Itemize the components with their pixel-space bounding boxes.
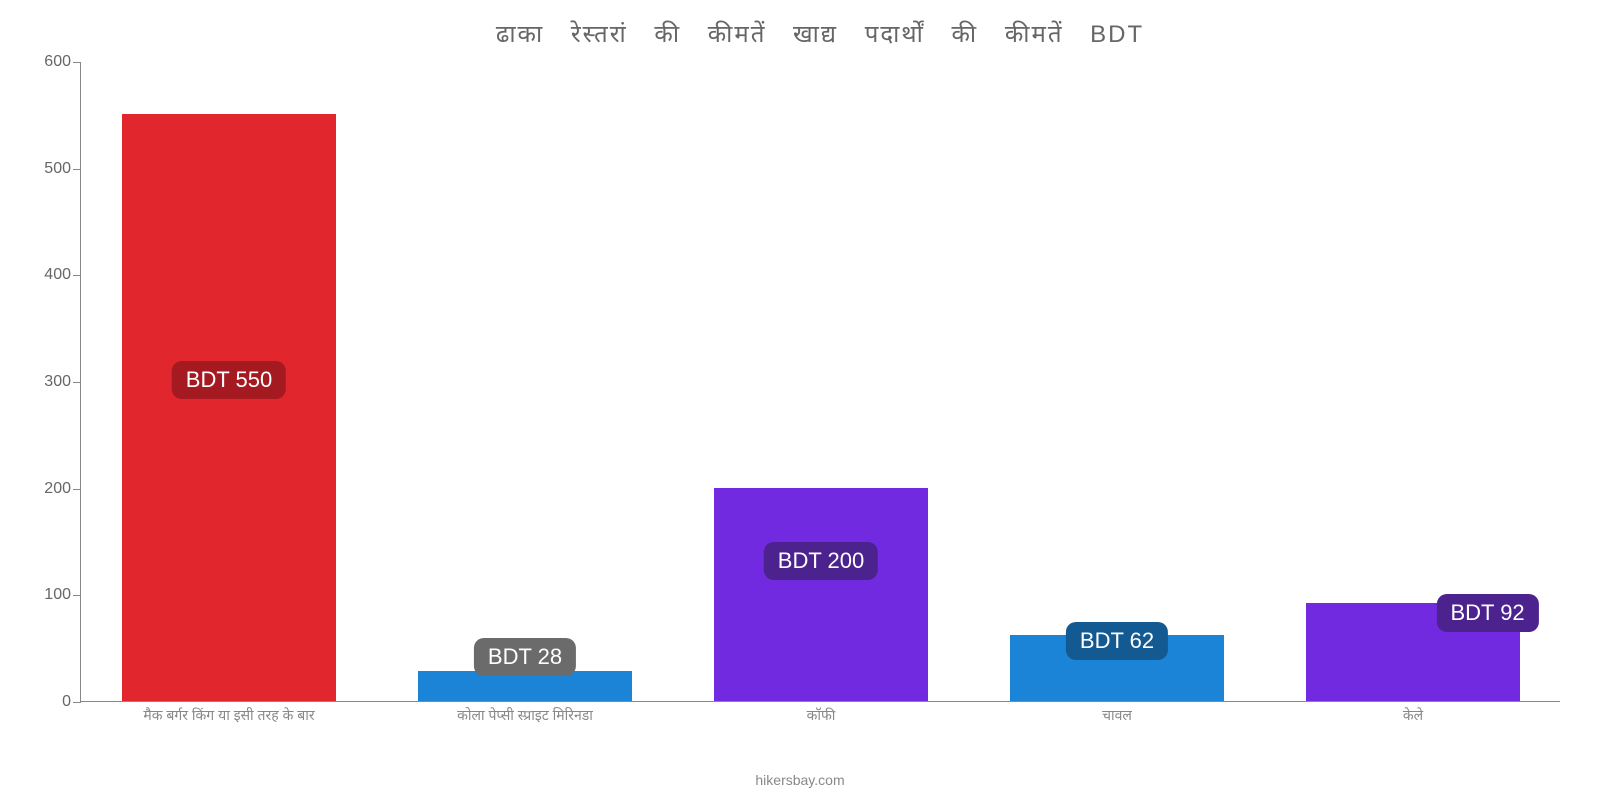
x-axis-label: केले bbox=[1403, 707, 1423, 726]
value-label: BDT 62 bbox=[1066, 622, 1168, 660]
y-tick bbox=[73, 702, 81, 703]
x-axis-label: कोला पेप्सी स्प्राइट मिरिनडा bbox=[457, 707, 593, 726]
y-tick bbox=[73, 62, 81, 63]
y-axis-label: 600 bbox=[26, 53, 71, 71]
x-axis-label: मैक बर्गर किंग या इसी तरह के बार bbox=[143, 707, 314, 726]
y-axis-label: 0 bbox=[26, 693, 71, 711]
bar bbox=[122, 114, 335, 701]
chart-title: ढाका रेस्तरां की कीमतें खाद्य पदार्थों क… bbox=[80, 20, 1560, 52]
chart-footer: hikersbay.com bbox=[0, 772, 1600, 788]
y-tick bbox=[73, 275, 81, 276]
x-axis-label: कॉफी bbox=[807, 707, 836, 726]
plot-area: 0100200300400500600BDT 550मैक बर्गर किंग… bbox=[80, 62, 1560, 702]
bar bbox=[714, 488, 927, 701]
x-axis-label: चावल bbox=[1102, 707, 1132, 726]
y-axis-label: 400 bbox=[26, 266, 71, 284]
y-axis-label: 500 bbox=[26, 160, 71, 178]
y-tick bbox=[73, 382, 81, 383]
y-tick bbox=[73, 169, 81, 170]
y-axis-label: 100 bbox=[26, 586, 71, 604]
value-label: BDT 200 bbox=[764, 542, 878, 580]
y-axis-label: 200 bbox=[26, 480, 71, 498]
chart-container: ढाका रेस्तरां की कीमतें खाद्य पदार्थों क… bbox=[0, 0, 1600, 800]
y-tick bbox=[73, 595, 81, 596]
value-label: BDT 28 bbox=[474, 638, 576, 676]
y-axis-label: 300 bbox=[26, 373, 71, 391]
value-label: BDT 92 bbox=[1436, 594, 1538, 632]
y-tick bbox=[73, 489, 81, 490]
value-label: BDT 550 bbox=[172, 361, 286, 399]
